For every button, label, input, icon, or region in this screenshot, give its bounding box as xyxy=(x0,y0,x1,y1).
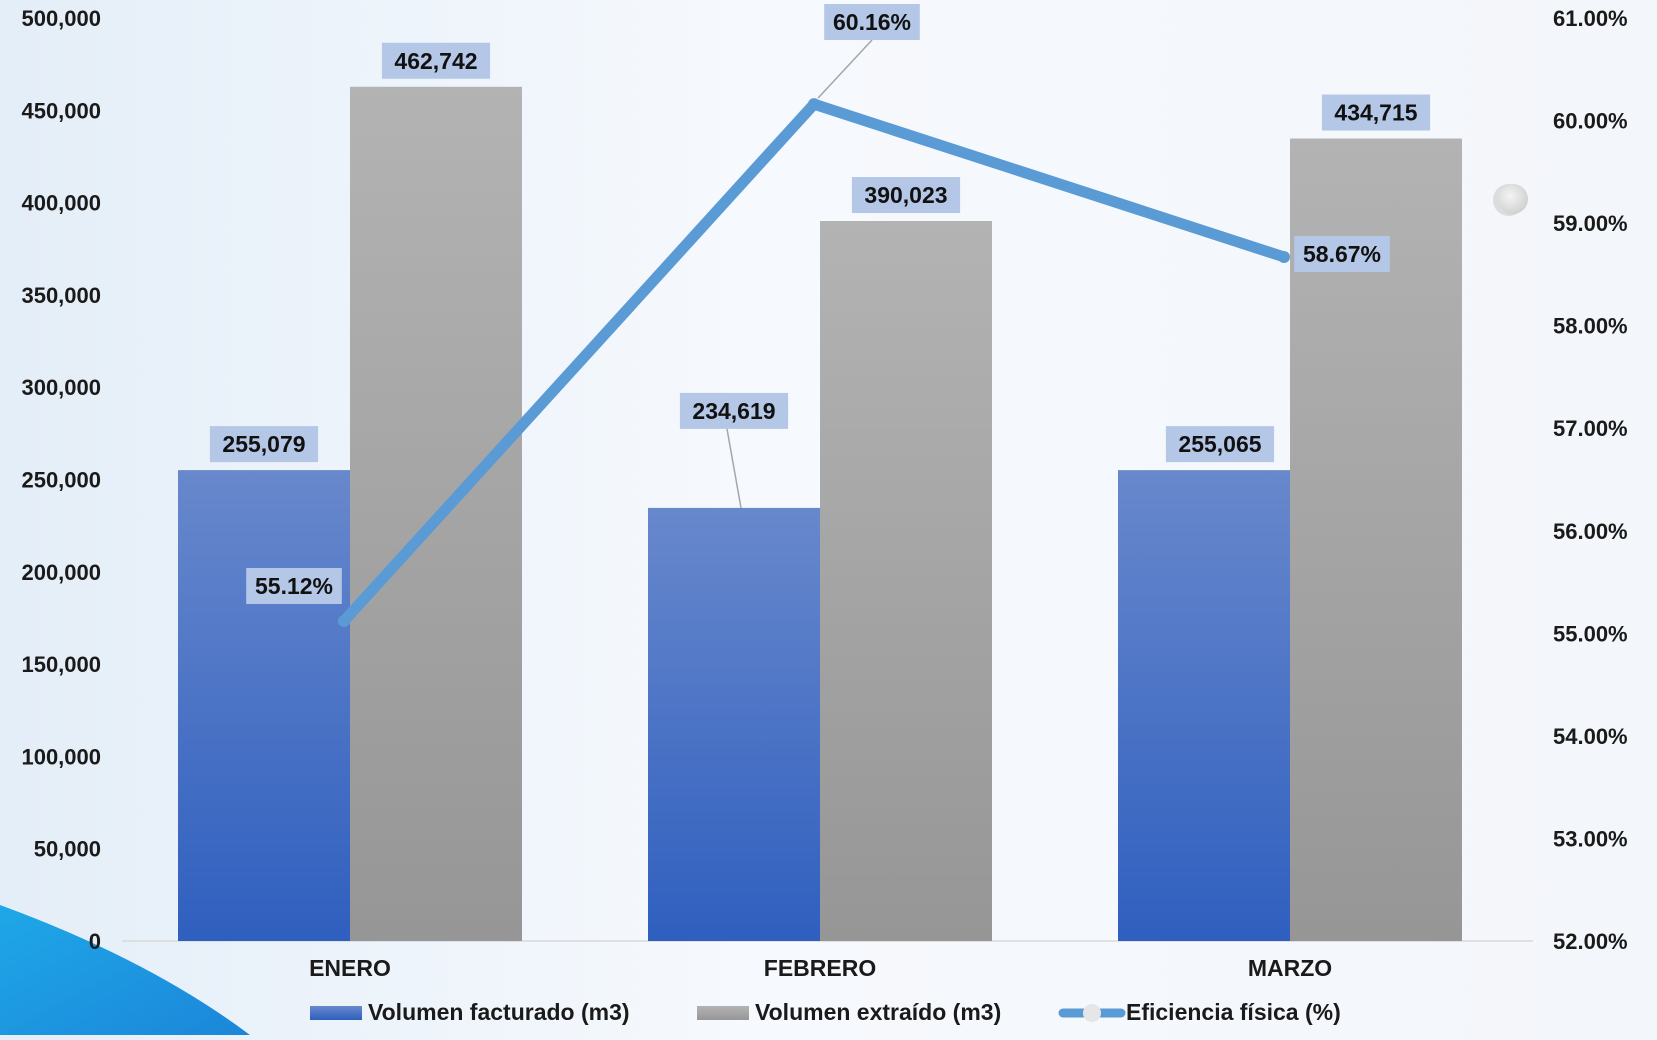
legend-label: Volumen facturado (m3) xyxy=(368,999,630,1025)
line-data-label: 58.67% xyxy=(1303,241,1381,267)
efficiency-point xyxy=(808,98,820,111)
y-left-tick-label: 300,000 xyxy=(21,375,101,400)
legend-label: Volumen extraído (m3) xyxy=(755,999,1001,1025)
y-right-tick-label: 57.00% xyxy=(1553,416,1628,441)
bar-data-label-box xyxy=(1165,426,1275,463)
y-left-tick-label: 450,000 xyxy=(21,98,101,123)
y-right-tick-label: 53.00% xyxy=(1553,826,1628,851)
y-left-tick-label: 0 xyxy=(89,929,101,954)
y-left-tick-label: 350,000 xyxy=(21,283,101,308)
y-right-tick-label: 52.00% xyxy=(1553,929,1628,954)
bar-data-label-box xyxy=(851,177,961,214)
efficiency-point xyxy=(338,615,350,628)
bar xyxy=(1290,138,1462,941)
y-right-tick-label: 59.00% xyxy=(1553,211,1628,236)
legend-marker xyxy=(1083,1004,1101,1022)
y-left-tick-label: 400,000 xyxy=(21,191,101,216)
y-right-tick-label: 58.00% xyxy=(1553,314,1628,339)
y-left-tick-label: 50,000 xyxy=(34,837,101,862)
bar-data-label: 255,079 xyxy=(222,431,305,457)
line-data-label: 55.12% xyxy=(255,573,333,599)
line-data-label-box xyxy=(1294,235,1390,272)
bar-data-label: 434,715 xyxy=(1334,100,1417,126)
bar-data-label-box xyxy=(381,42,491,79)
bar-data-label: 234,619 xyxy=(692,398,775,424)
y-right-tick-label: 60.00% xyxy=(1553,109,1628,134)
y-right-tick-label: 54.00% xyxy=(1553,724,1628,749)
bar-data-label-box xyxy=(1321,94,1431,131)
legend-label: Eficiencia física (%) xyxy=(1126,999,1341,1025)
data-label-leader xyxy=(817,39,873,99)
line-data-label-box xyxy=(246,568,342,605)
bar-data-label-box xyxy=(679,392,789,429)
x-category-label: ENERO xyxy=(309,955,391,981)
y-right-tick-label: 56.00% xyxy=(1553,519,1628,544)
bar-data-label: 255,065 xyxy=(1178,431,1261,457)
bar xyxy=(648,507,820,941)
efficiency-point xyxy=(1278,250,1290,263)
x-category-label: MARZO xyxy=(1248,955,1332,981)
line-data-label: 60.16% xyxy=(833,9,911,35)
decorative-dot xyxy=(1493,184,1528,216)
y-right-tick-label: 61.00% xyxy=(1553,6,1628,31)
bar-data-label-box xyxy=(209,426,319,463)
legend-swatch xyxy=(697,1006,749,1020)
legend-swatch xyxy=(310,1006,362,1020)
y-left-tick-label: 250,000 xyxy=(21,468,101,493)
decorative-corner-wave xyxy=(0,905,250,1035)
bar-data-label: 462,742 xyxy=(394,48,477,74)
y-right-tick-label: 55.00% xyxy=(1553,621,1628,646)
line-data-label-box xyxy=(824,4,920,40)
bar-data-label: 390,023 xyxy=(864,182,947,208)
y-left-tick-label: 150,000 xyxy=(21,652,101,677)
y-left-tick-label: 200,000 xyxy=(21,560,101,585)
bar xyxy=(820,221,992,941)
bar xyxy=(1118,470,1290,941)
x-category-label: FEBRERO xyxy=(764,955,876,981)
y-left-tick-label: 100,000 xyxy=(21,744,101,769)
data-label-leader xyxy=(726,428,742,509)
bar xyxy=(178,470,350,941)
y-left-tick-label: 500,000 xyxy=(21,6,101,31)
